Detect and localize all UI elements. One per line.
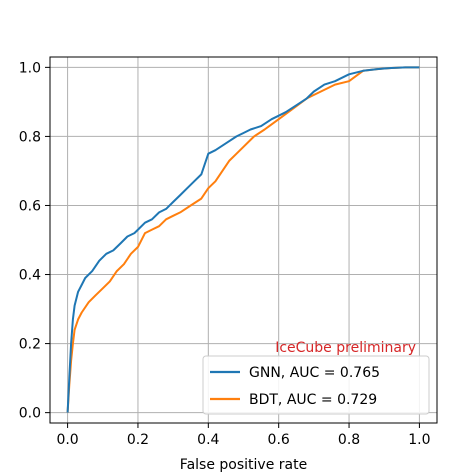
y-tick-label: 1.0 <box>19 60 41 76</box>
x-tick-label: 0.0 <box>56 432 78 448</box>
legend: GNN, AUC = 0.765 BDT, AUC = 0.729 <box>202 355 430 415</box>
grid <box>50 57 437 423</box>
y-tick-label: 0.6 <box>19 198 41 214</box>
legend-box <box>202 355 430 415</box>
y-tick-label: 0.8 <box>19 129 41 145</box>
plot-frame <box>49 56 438 424</box>
x-axis-label: False positive rate <box>180 457 307 473</box>
legend-label-gnn: GNN, AUC = 0.765 <box>249 365 380 381</box>
x-tick-label: 0.4 <box>197 432 219 448</box>
icecube-preliminary-annotation: IceCube preliminary <box>275 340 416 356</box>
x-tick-label: 0.8 <box>338 432 360 448</box>
series-lines <box>66 66 420 413</box>
x-tick-label: 0.6 <box>268 432 290 448</box>
axis-ticks: 0.0 0.2 0.4 0.6 0.8 1.0 0.0 0.2 0.4 0.6 0.8 1.0 <box>19 60 431 448</box>
series-line-gnn <box>66 66 420 413</box>
x-tick-label: 0.2 <box>127 432 149 448</box>
series-line-bdt <box>66 66 420 413</box>
legend-label-bdt: BDT, AUC = 0.729 <box>249 392 377 408</box>
x-tick-label: 1.0 <box>408 432 430 448</box>
y-tick-label: 0.4 <box>19 268 41 284</box>
y-tick-label: 0.2 <box>19 337 41 353</box>
y-tick-label: 0.0 <box>19 406 41 422</box>
